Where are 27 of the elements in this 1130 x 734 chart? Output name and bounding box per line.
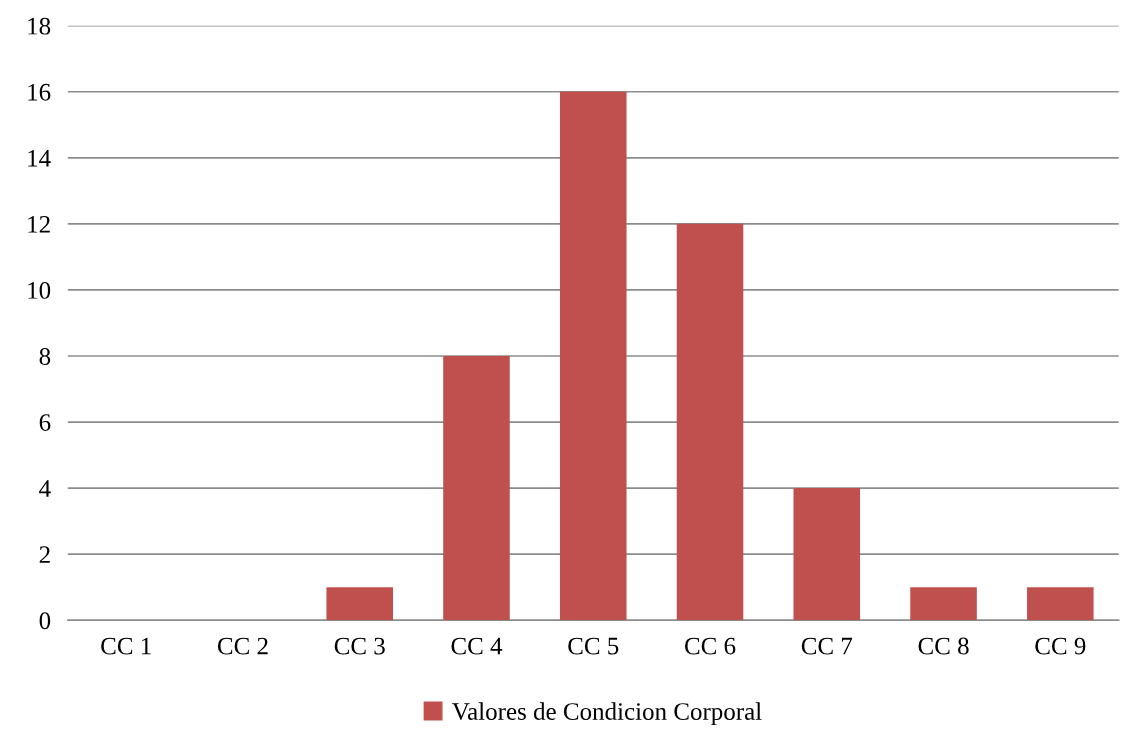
bar <box>1027 587 1094 621</box>
x-tick-label: CC 8 <box>918 637 969 655</box>
y-tick-label: 18 <box>28 17 51 35</box>
x-tick-label: CC 6 <box>684 637 736 655</box>
x-tick-label: CC 7 <box>801 637 853 655</box>
x-tick-label: CC 4 <box>451 637 503 655</box>
bar <box>326 587 393 621</box>
x-tick-label: CC 3 <box>334 637 385 655</box>
legend-label: Valores de Condicion Corporal <box>452 702 762 726</box>
y-tick-label: 2 <box>39 546 50 563</box>
bar <box>559 91 627 621</box>
y-tick-label: 16 <box>28 83 51 101</box>
x-tick-label: CC 1 <box>101 637 151 655</box>
y-tick-label: 14 <box>28 149 51 167</box>
x-tick-label: CC 9 <box>1035 637 1086 655</box>
x-tick-label: CC 5 <box>568 637 619 655</box>
y-tick-label: 0 <box>39 612 51 630</box>
y-tick-label: 12 <box>28 215 50 233</box>
bar <box>910 587 977 621</box>
y-tick-label: 10 <box>28 281 51 299</box>
y-tick-label: 4 <box>39 480 51 497</box>
bar <box>676 223 744 621</box>
y-tick-label: 8 <box>39 348 51 365</box>
x-tick-label: CC 2 <box>217 637 268 655</box>
bar <box>443 355 510 621</box>
bar <box>793 488 861 621</box>
y-tick-label: 6 <box>39 414 51 431</box>
